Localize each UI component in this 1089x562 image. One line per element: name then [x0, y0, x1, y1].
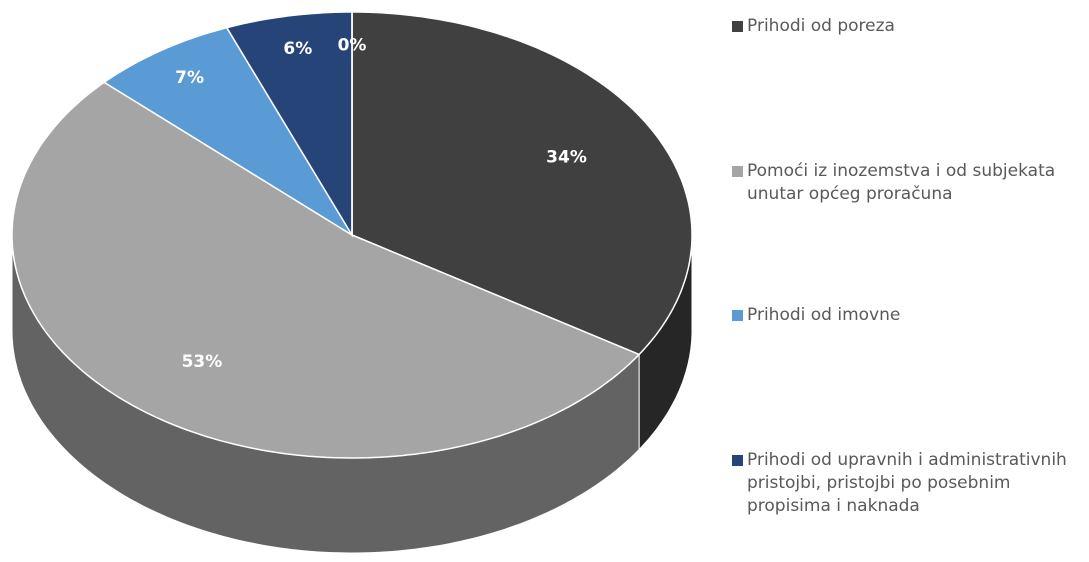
data-label: 0%: [338, 35, 367, 55]
data-label: 7%: [175, 68, 204, 88]
slice: [102, 26, 353, 236]
legend-entry: Prihodi od poreza: [732, 15, 1082, 38]
legend-label: Prihodi od imovne: [747, 305, 901, 325]
legend-swatch: [732, 21, 743, 32]
legend-swatch: [732, 310, 743, 321]
slice: [11, 81, 641, 459]
legend-label: Prihodi od poreza: [747, 16, 895, 36]
data-label: 6%: [283, 39, 312, 59]
data-label: 34%: [546, 148, 587, 168]
legend-label: Prihodi od upravnih i administrativnih p…: [747, 450, 1067, 516]
legend-swatch: [732, 166, 743, 177]
slice: [351, 11, 693, 356]
legend-entry: Prihodi od upravnih i administrativnih p…: [732, 449, 1082, 518]
slice: [225, 11, 353, 238]
data-label: 53%: [182, 352, 223, 372]
legend-entry: Pomoći iz inozemstva i od subjekata unut…: [732, 160, 1082, 206]
legend-swatch: [732, 455, 743, 466]
legend-label: Pomoći iz inozemstva i od subjekata unut…: [747, 161, 1056, 204]
legend-entry: Prihodi od imovne: [732, 304, 1082, 327]
